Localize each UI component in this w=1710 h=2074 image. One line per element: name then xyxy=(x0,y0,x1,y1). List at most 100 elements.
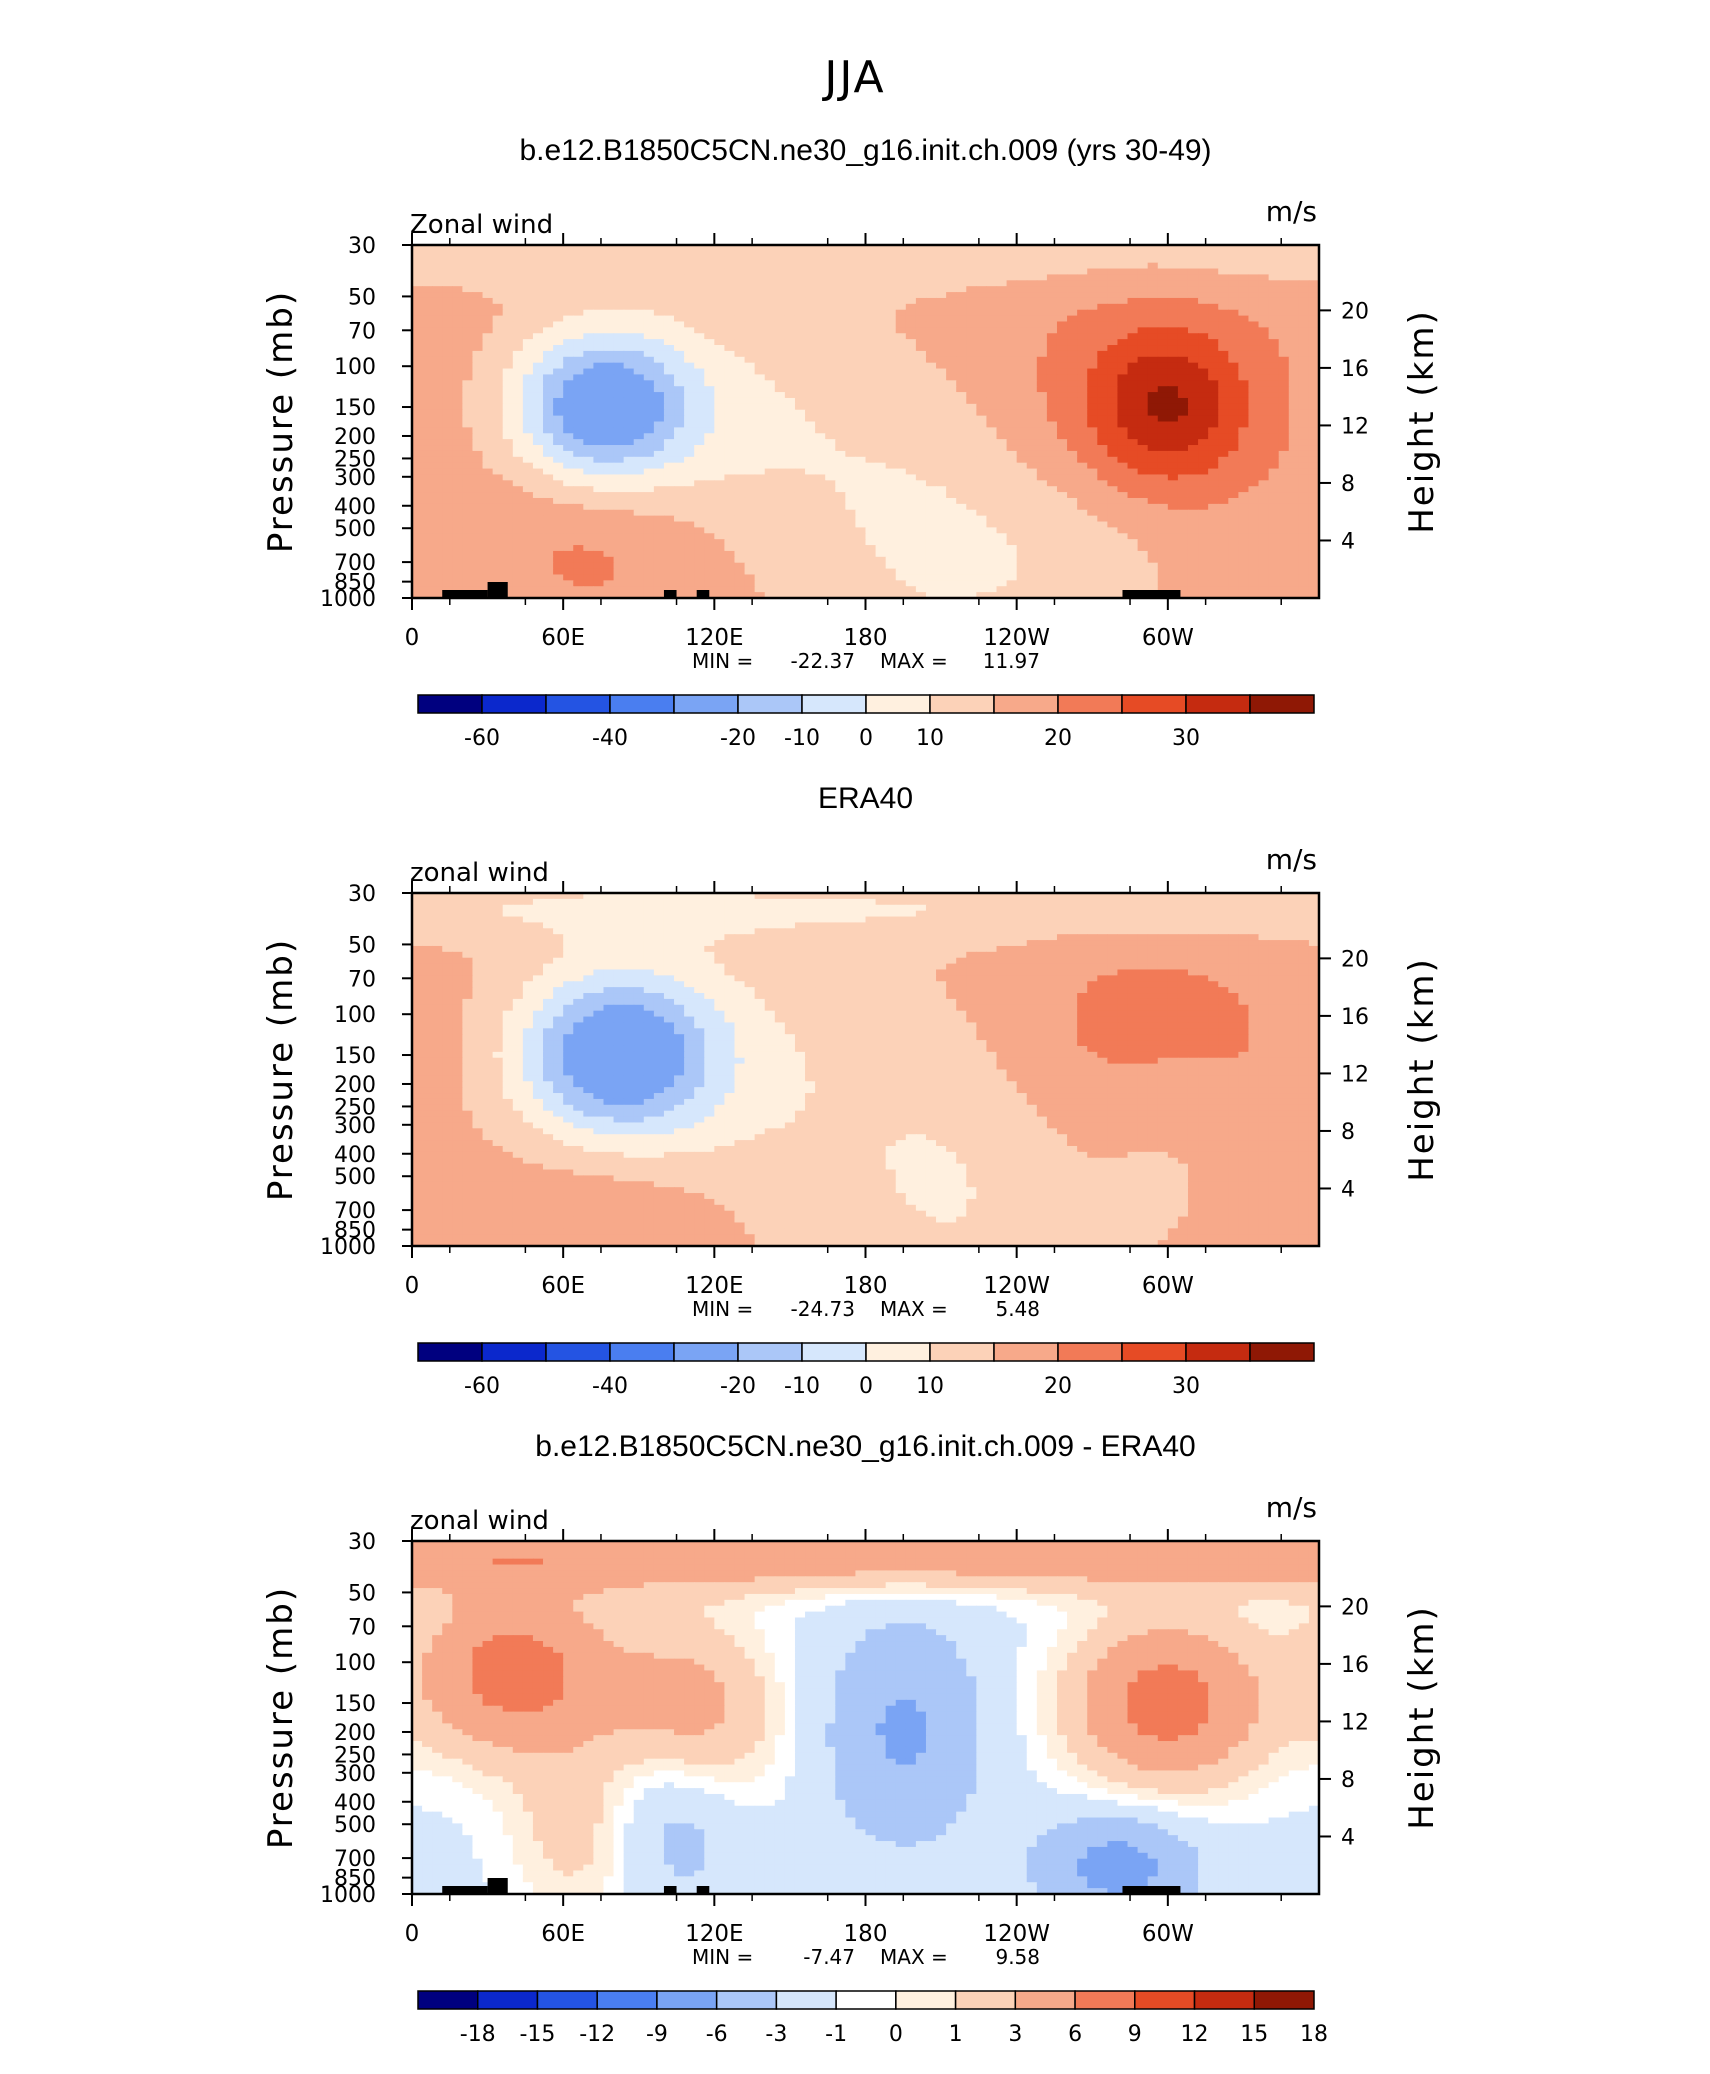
contour-cell xyxy=(996,556,1008,564)
contour-cell xyxy=(422,433,433,440)
contour-cell xyxy=(1147,421,1159,428)
contour-cell xyxy=(1147,515,1159,523)
contour-cell xyxy=(1127,362,1139,370)
contour-cell xyxy=(704,392,715,399)
contour-cell xyxy=(522,468,534,476)
contour-cell xyxy=(522,450,534,458)
contour-cell xyxy=(774,292,786,299)
contour-cell xyxy=(1087,445,1098,452)
contour-cell xyxy=(1137,433,1149,440)
contour-cell xyxy=(1077,327,1088,334)
contour-cell xyxy=(422,415,433,423)
contour-cell xyxy=(1288,415,1300,423)
contour-cell xyxy=(794,303,806,311)
contour-cell xyxy=(986,374,998,381)
contour-cell xyxy=(915,521,927,528)
contour-cell xyxy=(623,456,635,464)
contour-cell xyxy=(1308,503,1320,511)
contour-cell xyxy=(412,486,423,493)
contour-cell xyxy=(1016,339,1028,346)
contour-cell xyxy=(563,245,574,252)
contour-cell xyxy=(563,556,574,564)
contour-cell xyxy=(835,368,846,376)
contour-cell xyxy=(825,315,836,323)
contour-cell xyxy=(734,468,746,476)
contour-cell xyxy=(835,292,846,299)
contour-cell xyxy=(674,439,685,446)
contour-cell xyxy=(855,327,867,334)
contour-cell xyxy=(1056,450,1068,458)
contour-cell xyxy=(1298,550,1310,558)
contour-cell xyxy=(633,333,645,340)
contour-cell xyxy=(1218,545,1229,552)
contour-cell xyxy=(653,350,665,358)
contour-cell xyxy=(815,327,826,334)
contour-cell xyxy=(1077,309,1088,317)
contour-cell xyxy=(1278,515,1290,523)
contour-cell xyxy=(674,350,685,358)
contour-cell xyxy=(1157,456,1169,464)
contour-cell xyxy=(1268,415,1280,423)
contour-cell xyxy=(1208,345,1219,352)
contour-cell xyxy=(522,503,534,511)
contour-cell xyxy=(845,286,857,293)
contour-cell xyxy=(573,250,584,258)
contour-cell xyxy=(865,539,877,546)
contour-cell xyxy=(1056,309,1068,317)
contour-cell xyxy=(1067,339,1078,346)
contour-cell xyxy=(815,339,826,346)
contour-cell xyxy=(784,521,796,528)
contour-cell xyxy=(1067,521,1078,528)
contour-cell xyxy=(553,456,564,464)
contour-cell xyxy=(915,556,927,564)
contour-cell xyxy=(1077,245,1088,252)
contour-cell xyxy=(1238,356,1250,364)
contour-cell xyxy=(774,462,786,470)
contour-cell xyxy=(1167,521,1179,528)
contour-cell xyxy=(573,268,584,276)
contour-cell xyxy=(1218,527,1229,534)
contour-cell xyxy=(492,309,504,317)
contour-cell xyxy=(522,474,534,481)
contour-cell xyxy=(573,509,584,517)
contour-cell xyxy=(663,368,675,376)
contour-cell xyxy=(724,303,736,311)
contour-cell xyxy=(553,562,564,570)
contour-cell xyxy=(1187,268,1199,276)
contour-cell xyxy=(432,409,443,417)
contour-cell xyxy=(613,280,625,287)
contour-cell xyxy=(825,327,836,334)
contour-cell xyxy=(784,533,796,540)
contour-cell xyxy=(764,450,776,458)
contour-cell xyxy=(1026,545,1038,552)
contour-cell xyxy=(774,533,786,540)
contour-cell xyxy=(986,392,998,399)
contour-cell xyxy=(1046,392,1058,399)
contour-cell xyxy=(1228,333,1239,340)
contour-cell xyxy=(663,515,675,523)
contour-cell xyxy=(784,292,796,299)
contour-cell xyxy=(522,568,534,576)
contour-cell xyxy=(674,492,685,499)
contour-cell xyxy=(784,256,796,264)
contour-cell xyxy=(784,527,796,534)
contour-cell xyxy=(875,292,887,299)
contour-cell xyxy=(1067,386,1078,393)
contour-cell xyxy=(835,303,846,311)
contour-cell xyxy=(905,315,917,323)
contour-cell xyxy=(422,486,433,493)
contour-cell xyxy=(432,315,443,323)
contour-cell xyxy=(502,568,514,576)
contour-cell xyxy=(633,439,645,446)
contour-cell xyxy=(1036,274,1048,281)
contour-cell xyxy=(1097,545,1108,552)
contour-cell xyxy=(875,474,887,481)
contour-cell xyxy=(663,386,675,393)
contour-cell xyxy=(794,509,806,517)
contour-cell xyxy=(1187,321,1199,328)
contour-cell xyxy=(482,262,494,270)
contour-cell xyxy=(462,274,474,281)
contour-cell xyxy=(704,297,715,305)
contour-cell xyxy=(855,474,867,481)
contour-cell xyxy=(784,450,796,458)
